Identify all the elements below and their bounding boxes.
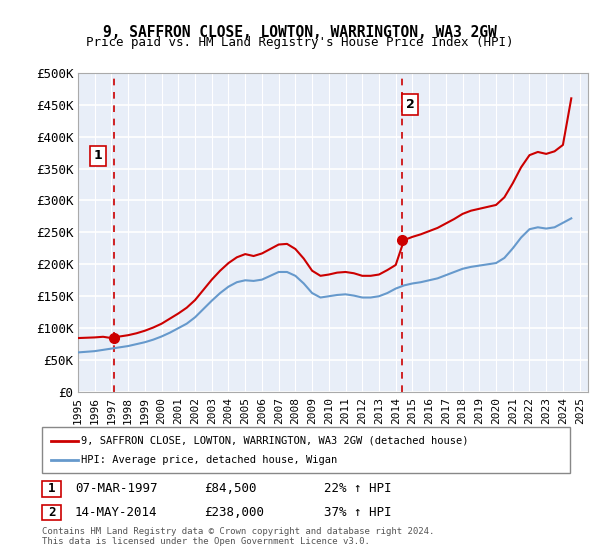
Text: 14-MAY-2014: 14-MAY-2014 [75,506,157,519]
Text: 37% ↑ HPI: 37% ↑ HPI [324,506,392,519]
Text: 2: 2 [48,506,55,519]
Text: 07-MAR-1997: 07-MAR-1997 [75,482,157,496]
Text: 1: 1 [94,150,102,162]
Text: HPI: Average price, detached house, Wigan: HPI: Average price, detached house, Wiga… [81,455,337,465]
Text: Contains HM Land Registry data © Crown copyright and database right 2024.
This d: Contains HM Land Registry data © Crown c… [42,526,434,546]
Text: 2: 2 [406,98,415,111]
Text: 1: 1 [48,482,55,496]
Text: Price paid vs. HM Land Registry's House Price Index (HPI): Price paid vs. HM Land Registry's House … [86,36,514,49]
Text: 22% ↑ HPI: 22% ↑ HPI [324,482,392,496]
Text: £84,500: £84,500 [204,482,257,496]
Text: 9, SAFFRON CLOSE, LOWTON, WARRINGTON, WA3 2GW: 9, SAFFRON CLOSE, LOWTON, WARRINGTON, WA… [103,25,497,40]
Text: £238,000: £238,000 [204,506,264,519]
Text: 9, SAFFRON CLOSE, LOWTON, WARRINGTON, WA3 2GW (detached house): 9, SAFFRON CLOSE, LOWTON, WARRINGTON, WA… [81,436,469,446]
